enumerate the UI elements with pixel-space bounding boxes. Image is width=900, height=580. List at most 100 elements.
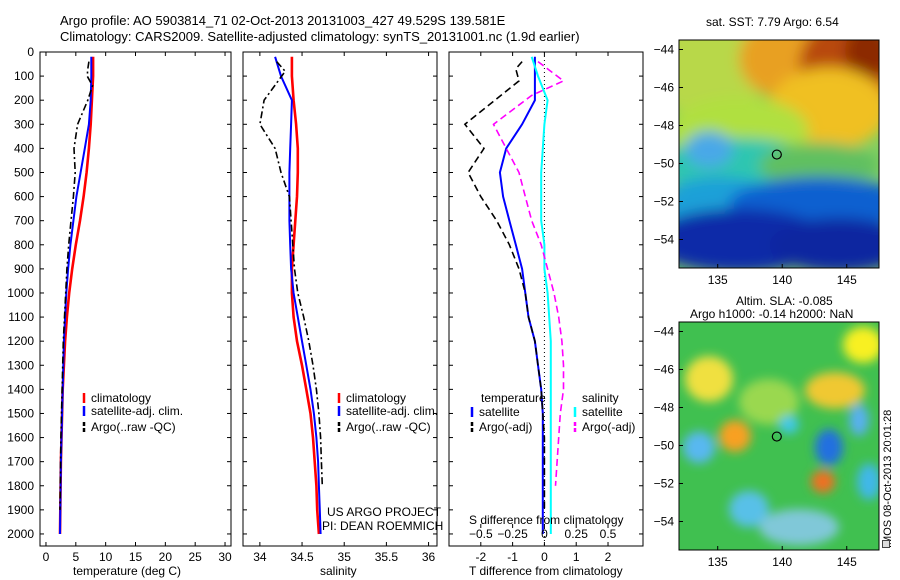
sla-map-ytick-label: −48 — [654, 401, 675, 415]
difference-legend-t-satellite-label: satellite — [479, 405, 520, 419]
sla-map-blob — [685, 356, 733, 402]
salinity-diff-tick-label: 0.25 — [565, 527, 589, 541]
difference-series-group — [463, 52, 566, 546]
depth-tick-label: 1800 — [7, 479, 34, 493]
sla-map-frame — [678, 321, 880, 551]
salinity-diff-tick-label: −0.25 — [497, 527, 528, 541]
sla-map-xtick-label: 135 — [708, 555, 728, 569]
salinity-xtick-label: 35 — [338, 550, 352, 564]
sla-map-blob — [719, 420, 751, 452]
salinity-xlabel: salinity — [320, 564, 357, 578]
depth-tick-label: 500 — [14, 165, 34, 179]
figure-title-line2: Climatology: CARS2009. Satellite-adjuste… — [60, 29, 580, 44]
temperature-xlabel: temperature (deg C) — [73, 564, 182, 578]
sla-map-blob — [843, 326, 879, 364]
difference-series-salinity-argo-adj- — [492, 60, 566, 486]
depth-tick-label: 1100 — [8, 310, 34, 324]
sla-map-blob — [849, 404, 869, 437]
temperature-xtick-label: 20 — [159, 550, 173, 564]
sla-map-blob — [739, 379, 799, 425]
salinity-xtick-label: 34.5 — [290, 550, 314, 564]
sla-map-xtick-label: 140 — [772, 555, 792, 569]
sla-map-ytick-label: −52 — [654, 477, 675, 491]
sla-map-blob — [815, 429, 843, 466]
sst-map-ytick-label: −52 — [654, 195, 675, 209]
temperature-legend-argo-label: Argo(..raw -QC) — [91, 420, 176, 434]
salinity-xtick-label: 34 — [253, 550, 267, 564]
sla-map: 135 140 145 −44 −46 −48 −50 −52 −54 — [654, 321, 880, 569]
difference-xtick-label: 2 — [605, 550, 612, 564]
sst-map-xtick-label: 135 — [708, 273, 728, 287]
depth-tick-label: 200 — [14, 93, 34, 107]
depth-tick-label: 700 — [14, 214, 34, 228]
sla-map-argo-position-marker — [771, 431, 782, 442]
depth-tick-label: 900 — [14, 262, 34, 276]
salinity-series-climatology — [290, 56, 321, 535]
temperature-xtick-label: 5 — [72, 550, 79, 564]
sst-map-frame — [678, 39, 880, 269]
temperature-series-group — [58, 56, 95, 535]
salinity-legend-argo-label: Argo(..raw -QC) — [346, 420, 431, 434]
salinity-series-argo-raw-qc- — [259, 61, 324, 486]
difference-xlabel-s: S difference from climatology — [469, 513, 624, 527]
sst-map-ytick-label: −44 — [654, 43, 675, 57]
depth-tick-label: 1700 — [7, 455, 34, 469]
temperature-series-argo-raw-qc- — [59, 61, 94, 510]
difference-series-temperature-satellite — [498, 56, 544, 534]
sla-map-blob — [811, 470, 835, 493]
difference-panel: -2 -1 0 1 2 −0.5 −0.25 0 0.25 0.5 — [448, 51, 644, 564]
sla-map-blob — [683, 431, 715, 464]
depth-tick-label: 1600 — [7, 431, 34, 445]
depth-tick-label: 2000 — [7, 527, 34, 541]
salinity-diff-tick-label: −0.5 — [469, 527, 493, 541]
depth-tick-label: 100 — [14, 69, 34, 83]
imos-logo-icon — [882, 540, 890, 548]
sla-map-ytick-label: −54 — [654, 515, 675, 529]
difference-legend-s-satellite-label: satellite — [582, 405, 623, 419]
depth-tick-label: 1500 — [7, 406, 34, 420]
sst-map-xtick-label: 145 — [837, 273, 857, 287]
temperature-xtick-label: 25 — [189, 550, 203, 564]
difference-xtick-label: 1 — [573, 550, 580, 564]
depth-tick-label: 300 — [14, 117, 34, 131]
sla-map-subtitle: Argo h1000: -0.14 h2000: NaN — [690, 307, 854, 321]
sst-map-ytick-label: −48 — [654, 119, 675, 133]
depth-tick-label: 1300 — [7, 358, 34, 372]
sla-map-blob — [759, 508, 839, 546]
salinity-legend-climatology-label: climatology — [346, 391, 406, 405]
difference-legend-salinity-heading: salinity — [582, 391, 619, 405]
temperature-xtick-label: 0 — [43, 550, 50, 564]
sla-map-blob — [729, 490, 769, 528]
sst-map-ytick-label: −54 — [654, 233, 675, 247]
sst-map-ytick-label: −46 — [654, 81, 675, 95]
temperature-xtick-label: 10 — [99, 550, 113, 564]
sst-map-blob — [759, 142, 879, 189]
sst-map-blobs — [679, 40, 879, 268]
difference-series-salinity-satellite — [530, 56, 552, 534]
depth-tick-label: 400 — [14, 141, 34, 155]
credit-project: US ARGO PROJECT — [327, 505, 442, 519]
temperature-frame — [39, 51, 232, 547]
sst-map-ytick-label: −50 — [654, 157, 675, 171]
imos-stamp: IMOS 08-Oct-2013 20:01:28 — [882, 409, 894, 548]
temperature-legend-satellite-label: satellite-adj. clim. — [91, 404, 183, 418]
difference-frame — [448, 51, 644, 547]
difference-legend: temperature salinitysatelliteArgo(-adj)sa… — [470, 391, 635, 434]
sla-map-blob — [805, 372, 865, 409]
sst-map-title: sat. SST: 7.79 Argo: 6.54 — [706, 15, 839, 29]
salinity-diff-tick-label: 0.5 — [600, 527, 617, 541]
temperature-xtick-label: 15 — [129, 550, 143, 564]
difference-xtick-label: 0 — [541, 550, 548, 564]
sla-map-blob — [857, 463, 879, 500]
salinity-legend-satellite-label: satellite-adj. clim. — [346, 404, 438, 418]
salinity-frame — [242, 51, 438, 547]
salinity-series-satellite-adj-clim- — [274, 56, 322, 535]
depth-tick-label: 1000 — [7, 286, 34, 300]
sla-map-field — [679, 322, 879, 550]
sst-map-blob — [845, 40, 879, 79]
sla-map-ytick-label: −44 — [654, 325, 675, 339]
difference-xtick-label: -2 — [475, 550, 486, 564]
